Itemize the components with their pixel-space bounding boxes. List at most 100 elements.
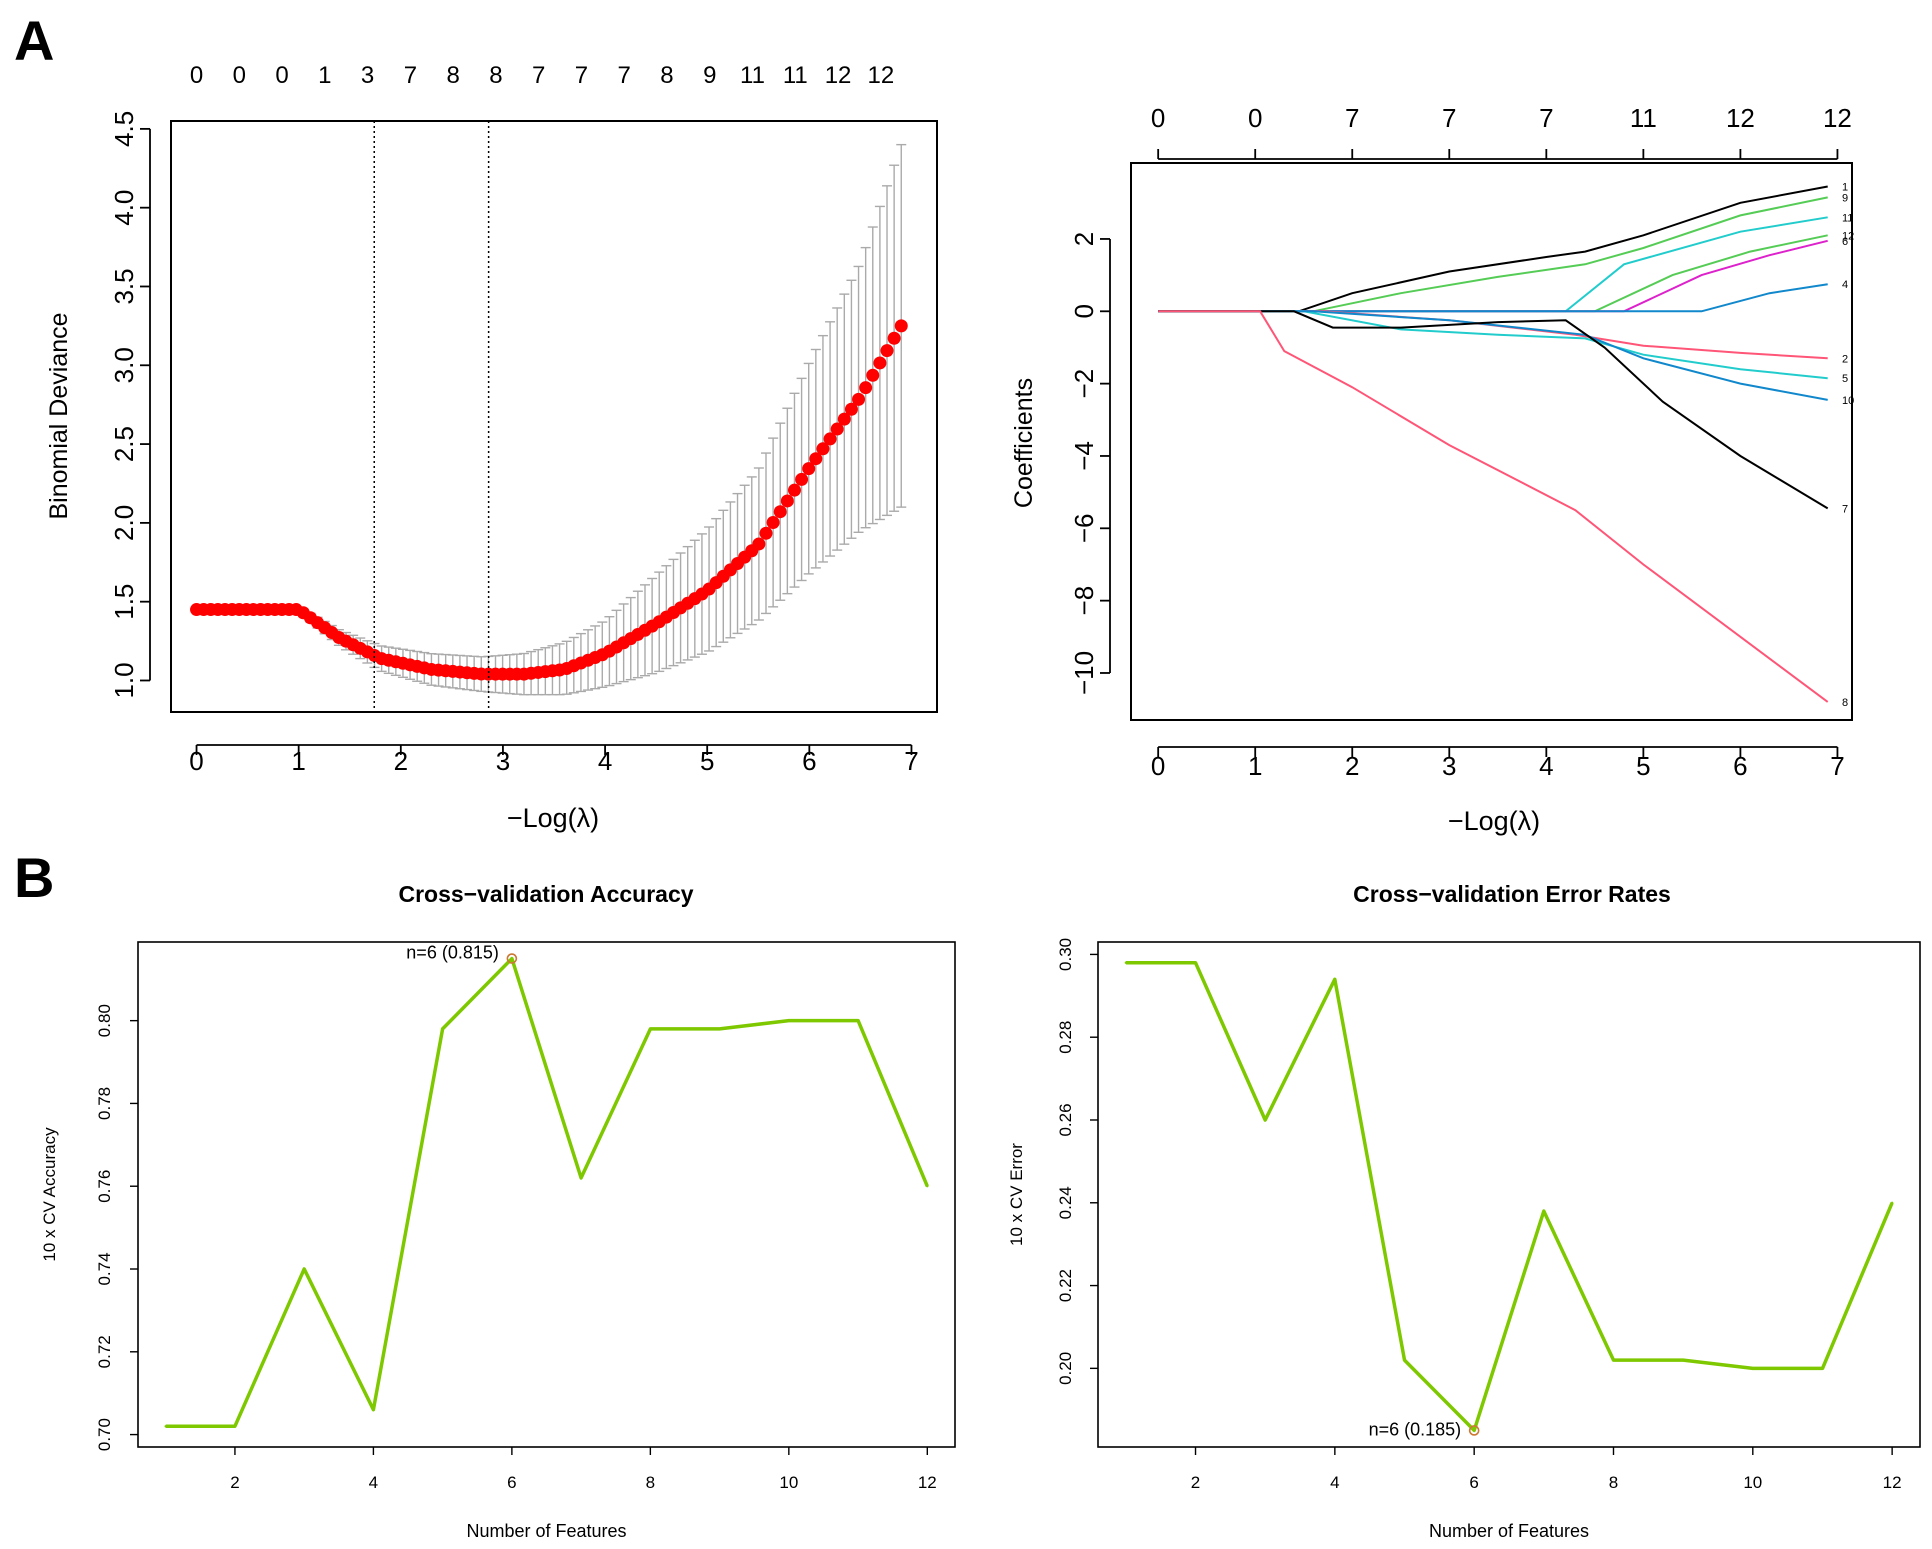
y-tick-label: 4.0 <box>109 190 139 226</box>
x-tick-label: 12 <box>918 1473 937 1492</box>
cv-point <box>1333 978 1337 981</box>
x-tick-label: 12 <box>1883 1473 1902 1492</box>
cv-point <box>718 1027 721 1031</box>
coefficient-path-9 <box>1158 196 1828 313</box>
coefficient-label: 12 <box>1842 230 1854 242</box>
deviance-point <box>766 515 780 529</box>
coefficient-path-4 <box>1158 283 1828 313</box>
x-tick-label: 4 <box>598 746 612 776</box>
cv-point <box>787 1019 791 1022</box>
deviance-point <box>837 412 851 426</box>
top-tick-label: 7 <box>404 62 417 89</box>
plot-title: Cross−validation Accuracy <box>398 881 693 907</box>
cv-point <box>1821 1367 1824 1370</box>
y-tick-label: −10 <box>1069 651 1099 695</box>
plot-frame <box>1097 941 1921 1448</box>
y-axis-title: Coefficients <box>1010 378 1038 508</box>
y-tick-label: −2 <box>1069 369 1099 399</box>
coefficient-path-7 <box>1158 310 1829 510</box>
coefficient-path-5 <box>1158 310 1828 380</box>
cv-error-plot: Cross−validation Error Rates n=6 (0.185) 2… <box>1007 881 1921 1541</box>
cv-point <box>649 1027 652 1031</box>
coefficient-label: 1 <box>1842 182 1848 194</box>
coefficient-label: 11 <box>1842 212 1853 224</box>
coefficient-path-1 <box>1158 185 1828 313</box>
top-tick-label: 12 <box>825 62 852 89</box>
y-tick-label: 1.0 <box>109 662 139 698</box>
x-tick-label: 0 <box>189 746 203 776</box>
cv-point <box>510 957 514 960</box>
top-tick-label: 7 <box>575 62 588 89</box>
coefficient-path-12 <box>1158 234 1828 313</box>
cv-point <box>372 1408 375 1411</box>
cv-point <box>302 1267 306 1271</box>
deviance-point <box>866 368 880 382</box>
deviance-point <box>809 452 823 466</box>
y-tick-label: 0.74 <box>95 1252 114 1285</box>
y-tick-label: 3.5 <box>109 268 139 304</box>
y-tick-label: 0.72 <box>95 1335 114 1368</box>
y-tick-label: 1.5 <box>109 584 139 620</box>
x-tick-label: 7 <box>904 746 918 776</box>
coefficient-path-6 <box>1158 239 1828 313</box>
deviance-point <box>823 432 837 446</box>
y-axis-title: 10 x CV Error <box>1007 1143 1026 1246</box>
y-tick-label: 0.24 <box>1056 1186 1075 1219</box>
cv-point <box>164 1425 167 1428</box>
deviance-point <box>830 422 844 436</box>
x-tick-label: 7 <box>1830 751 1844 781</box>
coefficient-label: 5 <box>1842 373 1848 385</box>
x-tick-label: 2 <box>1345 751 1359 781</box>
cv-point <box>1194 961 1197 964</box>
cv-point <box>1612 1358 1615 1362</box>
top-tick-label: 7 <box>1442 103 1456 133</box>
top-tick-label: 7 <box>618 62 631 89</box>
coefficient-label: 9 <box>1842 192 1848 204</box>
x-tick-label: 2 <box>1191 1473 1200 1492</box>
x-tick-label: 2 <box>230 1473 239 1492</box>
top-tick-label: 12 <box>1726 103 1755 133</box>
coefficient-lines <box>1158 185 1829 703</box>
y-tick-label: 0.76 <box>95 1170 114 1203</box>
plot-frame <box>170 120 938 713</box>
top-tick-label: 7 <box>1539 103 1553 133</box>
y-tick-label: 4.5 <box>109 111 139 147</box>
cv-point <box>1890 1201 1894 1204</box>
top-tick-label: 11 <box>783 62 808 89</box>
plot-frame <box>137 941 956 1448</box>
top-tick-label: 11 <box>740 62 765 89</box>
y-axis-title: 10 x CV Accuracy <box>40 1127 59 1262</box>
top-tick-label: 0 <box>1151 103 1165 133</box>
coefficient-path-8 <box>1158 310 1829 703</box>
y-tick-label: −6 <box>1069 513 1099 543</box>
cv-point <box>1403 1358 1406 1362</box>
panel-label-b: B <box>14 846 54 909</box>
deviance-point <box>752 537 766 551</box>
top-tick-label: 8 <box>660 62 673 89</box>
cv-point <box>1263 1118 1267 1122</box>
deviance-point <box>816 442 830 456</box>
panel-label-a: A <box>14 9 54 72</box>
cv-point <box>1124 961 1128 964</box>
plot-title: Cross−validation Error Rates <box>1353 881 1671 907</box>
y-tick-label: 2 <box>1069 232 1099 246</box>
coefficient-label: 7 <box>1842 503 1848 515</box>
deviance-point <box>802 462 816 476</box>
y-tick-label: 0.80 <box>95 1004 114 1037</box>
y-tick-label: 3.0 <box>109 347 139 383</box>
plot-frame <box>1130 162 1853 721</box>
top-tick-label: 8 <box>446 62 459 89</box>
cv-point <box>579 1176 583 1180</box>
cv-point <box>441 1027 444 1031</box>
top-tick-label: 0 <box>275 62 288 89</box>
x-tick-label: 10 <box>779 1473 798 1492</box>
cv-point <box>1542 1209 1546 1213</box>
deviance-point <box>844 402 858 416</box>
x-tick-label: 6 <box>1733 751 1747 781</box>
deviance-point <box>780 494 794 508</box>
y-tick-label: 0.22 <box>1056 1269 1075 1302</box>
x-axis-title: −Log(λ) <box>507 803 599 833</box>
deviance-point <box>795 472 809 486</box>
coefficient-label: 8 <box>1842 697 1848 709</box>
